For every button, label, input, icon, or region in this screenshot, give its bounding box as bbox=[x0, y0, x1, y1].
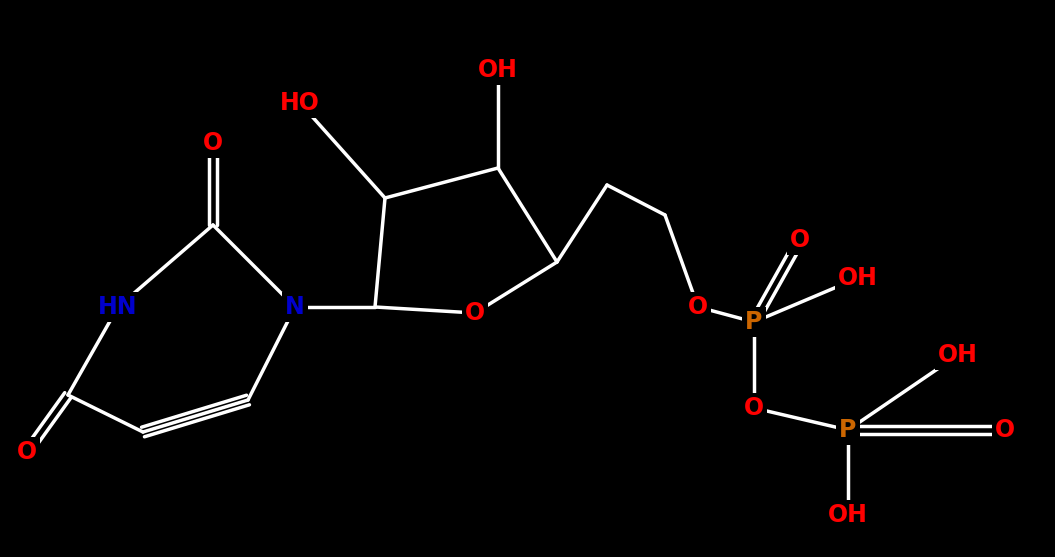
Text: P: P bbox=[840, 418, 857, 442]
Text: O: O bbox=[744, 396, 764, 420]
Text: OH: OH bbox=[828, 503, 868, 527]
Text: OH: OH bbox=[478, 58, 518, 82]
Text: O: O bbox=[465, 301, 485, 325]
Text: O: O bbox=[688, 295, 708, 319]
Text: OH: OH bbox=[938, 343, 978, 367]
Text: N: N bbox=[285, 295, 305, 319]
Text: OH: OH bbox=[838, 266, 878, 290]
Text: HO: HO bbox=[280, 91, 320, 115]
Text: P: P bbox=[745, 310, 763, 334]
Text: O: O bbox=[203, 131, 223, 155]
Text: O: O bbox=[790, 228, 810, 252]
Text: HN: HN bbox=[98, 295, 138, 319]
Text: O: O bbox=[17, 440, 37, 464]
Text: O: O bbox=[995, 418, 1015, 442]
